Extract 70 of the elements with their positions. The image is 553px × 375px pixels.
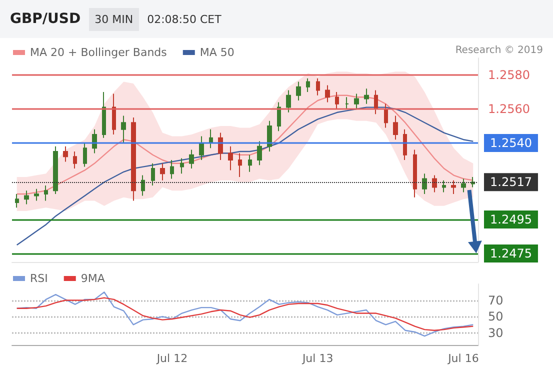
candlestick	[374, 90, 378, 115]
candlestick	[413, 149, 417, 198]
candlestick	[63, 146, 68, 162]
ref-line-label: 1.2517	[490, 175, 532, 190]
candlestick	[24, 190, 29, 205]
candlestick	[432, 174, 437, 193]
candlestick	[277, 102, 281, 132]
candlestick	[384, 103, 388, 128]
y-tick-label: 30	[488, 326, 504, 340]
y-tick-label: 70	[488, 293, 504, 308]
candlestick	[325, 84, 330, 103]
candlestick	[345, 96, 349, 110]
candlestick	[296, 81, 301, 101]
candlestick	[141, 174, 145, 196]
ref-line-label: 1.2475	[490, 246, 532, 260]
text: Research © 2019	[455, 45, 543, 56]
candlestick	[238, 152, 242, 178]
legend-label: RSI	[30, 272, 48, 285]
candlestick	[306, 78, 310, 92]
candlestick	[335, 92, 339, 110]
legend-label: MA 20 + Bollinger Bands	[30, 46, 168, 59]
candlestick	[15, 194, 19, 208]
candlestick	[393, 115, 398, 140]
x-tick-label: Jul 16	[447, 352, 479, 365]
candlestick	[422, 173, 427, 194]
candlestick	[34, 188, 39, 202]
y-tick-label: 1.2580	[488, 68, 530, 82]
candlestick	[170, 160, 174, 180]
candlestick	[102, 92, 106, 138]
candlestick	[403, 128, 407, 160]
line-series	[16, 106, 474, 246]
candlestick	[199, 136, 204, 160]
chart-subtitle: 30 MIN	[88, 8, 140, 30]
candlestick	[151, 162, 155, 186]
candlestick	[131, 117, 136, 202]
candlestick	[248, 154, 252, 172]
candlestick	[180, 158, 184, 174]
candlestick	[316, 78, 320, 96]
legend-label: MA 50	[200, 46, 234, 59]
ref-line-label: 1.2495	[490, 212, 532, 226]
candlestick	[209, 128, 213, 149]
candlestick	[189, 149, 194, 169]
candlestick	[364, 88, 369, 104]
candlestick	[451, 180, 456, 194]
candlestick	[44, 185, 48, 202]
ref-line-label: 1.2540	[490, 136, 532, 150]
candlestick	[354, 93, 359, 110]
candlestick	[53, 146, 58, 194]
line-series	[16, 94, 474, 195]
candlestick	[267, 120, 272, 152]
candlestick	[228, 146, 233, 171]
legend-label: 9MA	[80, 272, 106, 285]
candlestick	[286, 90, 291, 113]
line-series	[16, 292, 474, 337]
text: 02:08:50 CET	[147, 12, 222, 26]
candlestick	[257, 140, 262, 166]
candlestick	[471, 176, 475, 188]
candlestick	[121, 115, 126, 144]
line-series	[16, 297, 474, 331]
candlestick	[83, 142, 87, 168]
candlestick	[442, 180, 446, 193]
candlestick	[112, 93, 116, 135]
chart-title: GBP/USD	[10, 11, 81, 27]
x-tick-label: Jul 13	[301, 352, 334, 365]
candlestick	[160, 162, 165, 181]
x-tick-label: Jul 12	[156, 352, 188, 365]
candlestick	[73, 151, 77, 169]
y-tick-label: 1.2560	[488, 102, 530, 116]
y-tick-label: 50	[488, 310, 504, 324]
candlestick	[461, 178, 466, 193]
